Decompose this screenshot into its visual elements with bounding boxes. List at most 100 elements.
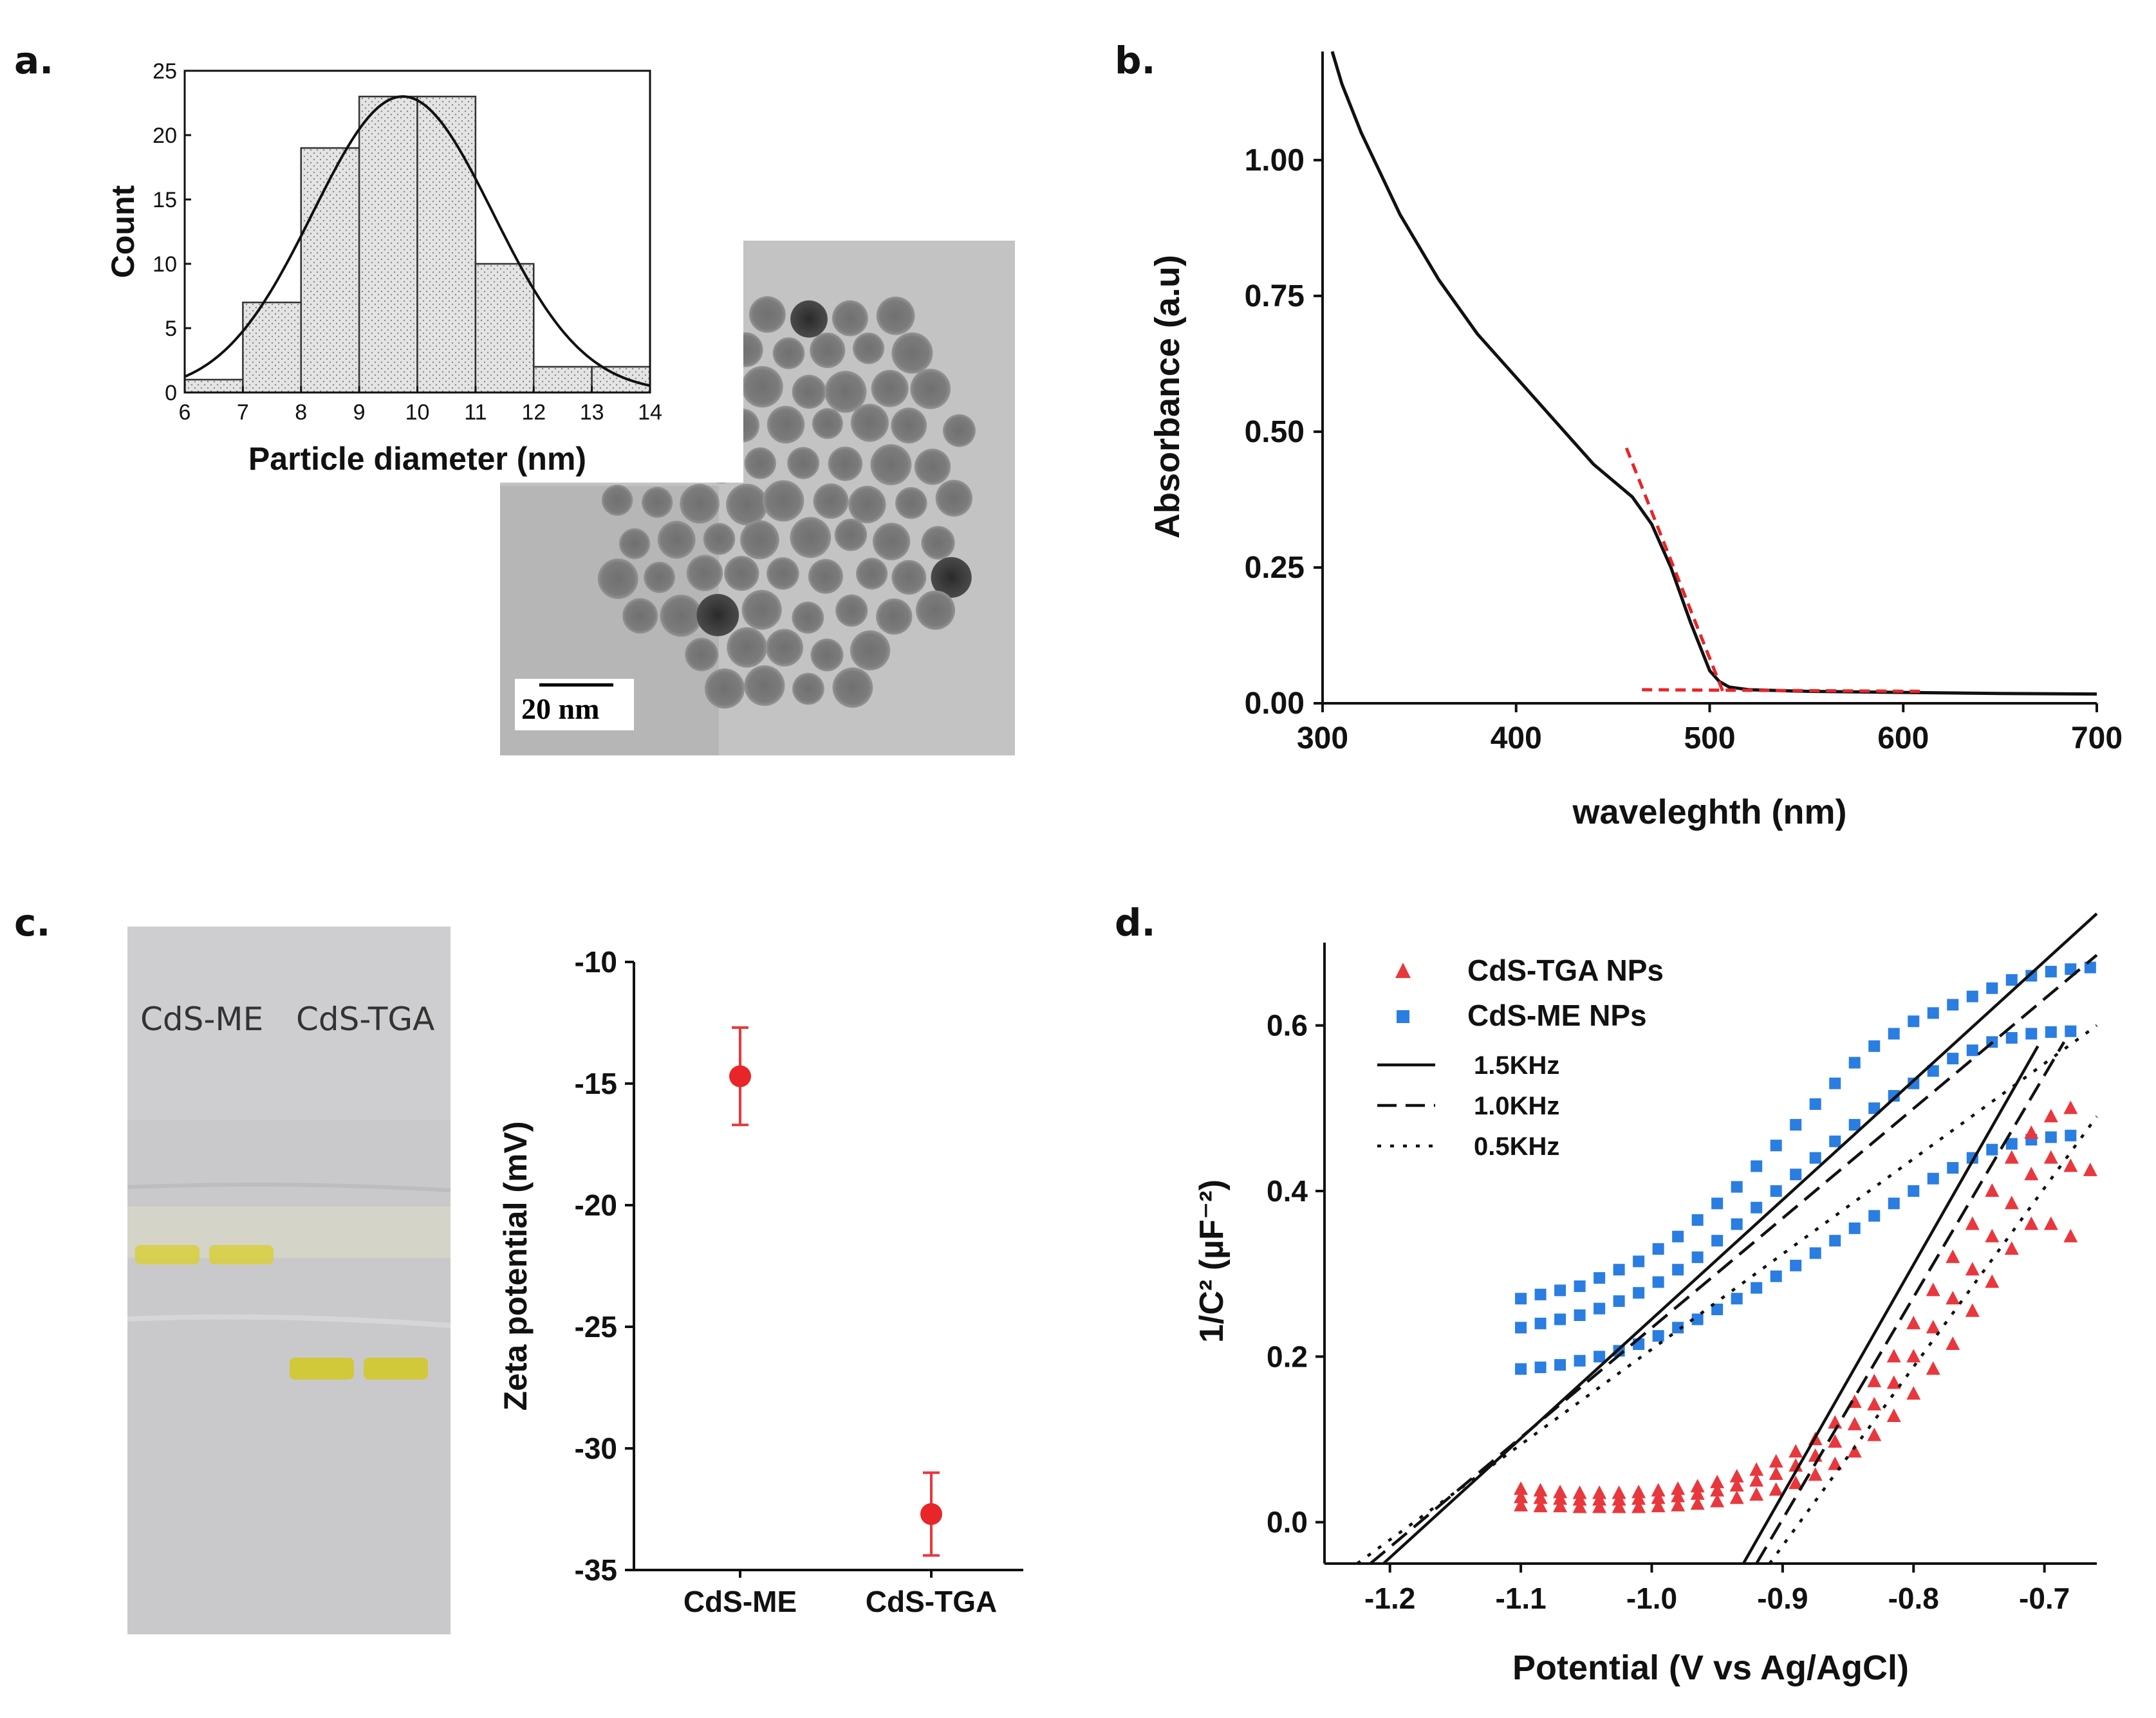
y-tick-label: -10 xyxy=(575,945,617,979)
tangent-guide-line xyxy=(1624,447,1725,694)
data-point-square xyxy=(1947,1161,1959,1174)
data-point-triangle xyxy=(1612,1499,1626,1513)
data-point-triangle xyxy=(1946,1249,1960,1263)
x-tick-label: 300 xyxy=(1297,721,1348,755)
nanoparticle xyxy=(850,630,891,670)
data-point-triangle xyxy=(1651,1499,1666,1513)
nanoparticle xyxy=(767,405,805,444)
data-point-square xyxy=(1515,1293,1527,1305)
nanoparticle xyxy=(943,414,976,447)
data-point-triangle xyxy=(1729,1490,1744,1504)
data-point-triangle xyxy=(1789,1458,1803,1472)
nanoparticle xyxy=(921,526,955,560)
legend-label: CdS-TGA NPs xyxy=(1467,954,1664,987)
data-point-square xyxy=(1908,1015,1920,1028)
data-point-triangle xyxy=(1514,1481,1529,1495)
data-point-triangle xyxy=(1710,1493,1725,1508)
y-tick-label: 0.00 xyxy=(1245,687,1305,721)
data-point-square xyxy=(1594,1272,1606,1284)
data-point-triangle xyxy=(1749,1473,1764,1487)
data-point-triangle xyxy=(2063,1100,2078,1114)
zeta-chart: -35 -30 -25 -20 -15 -10 CdS-ME CdS-TGA Zeta pote… xyxy=(497,945,1023,1618)
data-point-square xyxy=(1986,1143,1998,1156)
nanoparticle xyxy=(727,627,767,668)
data-point-square xyxy=(2065,1129,2077,1141)
nanoparticle xyxy=(741,589,782,630)
nanoparticle xyxy=(622,598,658,634)
data-point-triangle xyxy=(1514,1490,1529,1504)
data-point-triangle xyxy=(1985,1274,2000,1288)
data-point-triangle xyxy=(1769,1466,1783,1481)
x-tick-label: 600 xyxy=(1877,721,1929,755)
data-point-triangle xyxy=(1906,1315,1921,1329)
nanoparticle xyxy=(744,447,777,479)
nanoparticle xyxy=(915,590,956,630)
data-point-triangle xyxy=(1749,1487,1764,1501)
scale-bar-line xyxy=(539,683,613,687)
x-axis-label: waveleghth (nm) xyxy=(1572,793,1846,831)
data-point-square xyxy=(1652,1243,1664,1255)
data-point-triangle xyxy=(1572,1499,1587,1513)
data-point-triangle xyxy=(1592,1492,1607,1506)
y-tick-label: 5 xyxy=(165,317,177,341)
nanoparticle xyxy=(744,665,785,707)
data-point-square xyxy=(1966,1044,1978,1057)
gel-lane-label-tga: CdS-TGA xyxy=(296,1001,435,1038)
nanoparticle xyxy=(724,555,759,591)
nanoparticle xyxy=(853,332,885,364)
y-tick-label: 0.6 xyxy=(1267,1009,1308,1042)
fit-line xyxy=(1768,1115,2098,1565)
legend-label: 1.5KHz xyxy=(1474,1051,1559,1080)
nanoparticle xyxy=(824,371,867,413)
panel-label-a: a. xyxy=(14,39,54,82)
data-point-triangle xyxy=(1867,1373,1882,1387)
gel-crease xyxy=(127,1314,451,1328)
gel-band-me xyxy=(209,1245,274,1264)
nanoparticle xyxy=(597,559,638,599)
data-point-triangle xyxy=(1533,1499,1548,1513)
data-point-triangle xyxy=(2063,1228,2078,1242)
histogram-bar xyxy=(416,95,477,394)
data-point-square xyxy=(1711,1303,1724,1315)
data-point-triangle xyxy=(1906,1349,1921,1363)
data-point-square xyxy=(1515,1322,1527,1334)
nanoparticle xyxy=(910,369,951,409)
x-tick-label: -1.2 xyxy=(1364,1582,1415,1615)
y-tick-label: 15 xyxy=(153,188,177,212)
x-tick-label: 14 xyxy=(638,400,662,425)
data-point-triangle xyxy=(2024,1125,2039,1139)
nanoparticle xyxy=(619,528,651,560)
data-point-square xyxy=(1848,1119,1861,1131)
data-point-triangle xyxy=(1533,1490,1548,1504)
scale-bar-box xyxy=(515,679,634,730)
data-point-triangle xyxy=(1651,1482,1666,1497)
y-axis-label: Zeta potential (mV) xyxy=(497,1121,534,1410)
data-point-square xyxy=(1829,1235,1841,1247)
data-point-square xyxy=(1613,1264,1625,1276)
data-point-triangle xyxy=(1985,1183,2000,1197)
data-point-square xyxy=(1691,1214,1704,1226)
data-point-square xyxy=(1574,1354,1586,1367)
data-point-square xyxy=(1554,1284,1566,1297)
data-point-triangle xyxy=(1729,1478,1744,1492)
nanoparticle xyxy=(792,672,824,705)
data-point-triangle xyxy=(2024,1167,2039,1181)
data-point-triangle xyxy=(1926,1361,1940,1375)
y-tick-label: 20 xyxy=(153,124,177,148)
data-point-triangle xyxy=(1690,1479,1705,1493)
data-point-triangle xyxy=(2004,1150,2019,1164)
nanoparticle xyxy=(685,638,719,672)
nanoparticle xyxy=(644,561,675,593)
data-point-triangle xyxy=(2083,1162,2097,1176)
data-point-triangle xyxy=(1651,1490,1666,1504)
data-point-triangle xyxy=(1985,1228,2000,1242)
nanoparticle xyxy=(914,448,951,485)
x-tick-label: 500 xyxy=(1684,721,1735,755)
data-point-triangle xyxy=(2043,1150,2058,1164)
legend-label: 1.0KHz xyxy=(1474,1092,1559,1120)
panel-label-c: c. xyxy=(14,901,51,945)
y-tick-label: 0 xyxy=(165,381,177,405)
x-tick-label: -1.1 xyxy=(1495,1582,1546,1615)
fit-line xyxy=(1369,954,2098,1565)
data-point-square xyxy=(1515,1363,1527,1375)
